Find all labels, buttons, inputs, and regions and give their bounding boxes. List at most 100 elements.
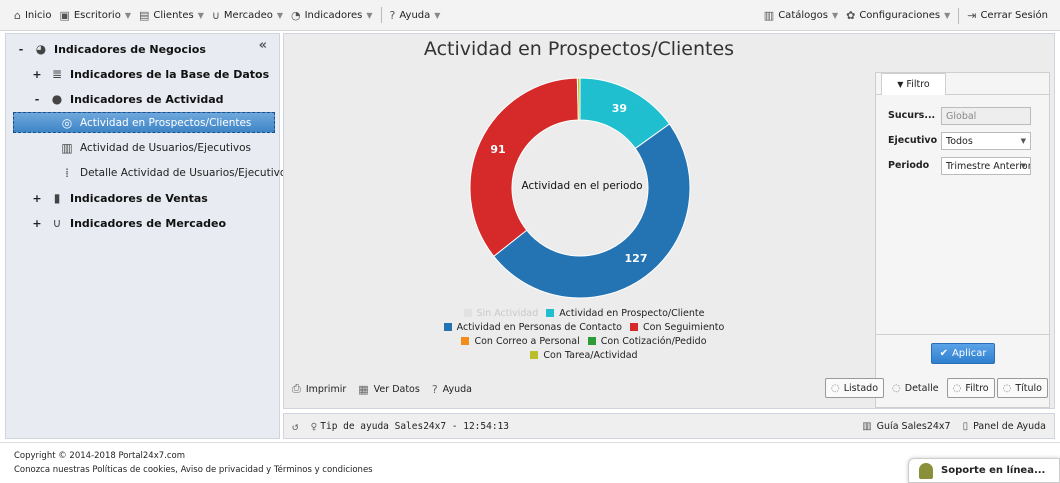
nav-cerrar-sesion[interactable]: ⇥ Cerrar Sesión (963, 0, 1052, 31)
collapse-toggle[interactable]: - (18, 42, 24, 56)
footer-policy-links[interactable]: Conozca nuestras Políticas de cookies, A… (14, 465, 373, 475)
help-label: Ayuda (442, 383, 473, 395)
filter-icon: ▼ (897, 80, 904, 89)
legend-label: Actividad en Prospecto/Cliente (559, 307, 705, 319)
print-button[interactable]: ⎙ Imprimir (292, 382, 346, 396)
ejecutivo-select[interactable]: Todos ▼ (941, 132, 1031, 150)
support-label: Soporte en línea... (941, 465, 1046, 476)
periodo-select[interactable]: Trimestre Anterior ▼ (941, 157, 1031, 175)
view-data-label: Ver Datos (373, 383, 420, 395)
tab-divider (876, 94, 1049, 95)
legend-item-1[interactable]: Actividad en Prospecto/Cliente (546, 308, 704, 319)
legend-item-4[interactable]: Con Correo a Personal (461, 335, 580, 347)
legend-swatch (546, 309, 555, 317)
guia-label: Guía Sales24x7 (876, 420, 951, 432)
tree-item-actividad-label: Indicadores de Actividad (70, 92, 224, 106)
eye-slash-icon: ◌ (952, 382, 962, 394)
panel-ayuda-link[interactable]: ▯ Panel de Ayuda (963, 421, 1046, 432)
tree-item-actividad-usuarios[interactable]: ▥ Actividad de Usuarios/Ejecutivos (60, 137, 251, 159)
nav-escritorio[interactable]: ▣ Escritorio ▼ (55, 0, 135, 31)
help-icon: ? (389, 8, 396, 22)
tree-item-actividad-prospectos[interactable]: ◎ Actividad en Prospectos/Clientes (13, 112, 275, 133)
donut-slice-6[interactable] (576, 77, 581, 121)
tree-item-base-datos[interactable]: + ≣ Indicadores de la Base de Datos (32, 63, 269, 85)
donut-slice-2[interactable] (493, 123, 691, 299)
legend-label: Con Correo a Personal (474, 335, 580, 347)
help-button[interactable]: ? Ayuda (432, 383, 472, 396)
legend-item-3[interactable]: Con Seguimiento (630, 322, 724, 333)
legend-item-0[interactable]: Sin Actividad (463, 308, 538, 319)
detalle-label: Detalle (904, 382, 939, 394)
lifebuoy-icon: ◎ (61, 115, 73, 130)
clients-icon: ▤ (138, 8, 150, 22)
chevron-down-icon: ▼ (944, 11, 951, 20)
slice-value-label-2: 127 (624, 252, 648, 266)
live-support-button[interactable]: Soporte en línea... (908, 458, 1060, 483)
nav-clientes[interactable]: ▤ Clientes ▼ (135, 0, 208, 31)
tree-item-base-datos-label: Indicadores de la Base de Datos (70, 67, 270, 81)
chevron-down-icon: ▼ (366, 10, 373, 20)
tree-item-actividad-usuarios-label: Actividad de Usuarios/Ejecutivos (80, 142, 251, 154)
help-tip-text: Tip de ayuda Sales24x7 - 12:54:13 (320, 420, 509, 432)
logout-icon: ⇥ (967, 9, 977, 22)
apply-button[interactable]: ✔ Aplicar (931, 343, 995, 364)
legend-item-2[interactable]: Actividad en Personas de Contacto (443, 321, 622, 333)
lightbulb-icon: ♀ (310, 419, 318, 433)
nav-ayuda-label: Ayuda (399, 9, 431, 21)
view-data-button[interactable]: ▦ Ver Datos (358, 383, 420, 396)
apply-button-label: Aplicar (951, 348, 987, 359)
listado-button[interactable]: ◌ Listado (825, 378, 885, 398)
print-label: Imprimir (305, 383, 347, 395)
nav-mercadeo-label: Mercadeo (223, 9, 273, 21)
periodo-value: Trimestre Anterior (946, 160, 1031, 172)
tree-item-ventas[interactable]: + ▮ Indicadores de Ventas (32, 187, 207, 209)
expand-toggle[interactable]: + (32, 191, 42, 205)
filtro-button[interactable]: ◌ Filtro (946, 378, 995, 398)
chevron-down-icon: ▼ (197, 10, 204, 20)
footer: Copyright © 2014-2018 Portal24x7.com Con… (0, 442, 1060, 483)
sidebar-tree: « - ◕ Indicadores de Negocios + ≣ Indica… (5, 33, 292, 439)
expand-toggle[interactable]: + (32, 67, 42, 81)
nav-ayuda[interactable]: ? Ayuda ▼ (386, 0, 445, 31)
chevron-down-icon: ▼ (831, 11, 839, 20)
legend-swatch (530, 351, 539, 359)
legend-label: Con Tarea/Actividad (543, 349, 638, 361)
titulo-label: Título (1015, 382, 1042, 394)
legend-item-5[interactable]: Con Cotización/Pedido (587, 336, 707, 347)
donut-slice-3[interactable] (469, 77, 579, 257)
tree-item-detalle-actividad-label: Detalle Actividad de Usuarios/Ejecutivos (80, 167, 292, 179)
tree-item-actividad[interactable]: - ● Indicadores de Actividad (32, 88, 224, 110)
copyright-text: Copyright © 2014-2018 Portal24x7.com (14, 451, 186, 461)
collapse-sidebar-icon[interactable]: « (258, 38, 267, 53)
main-panel: Actividad en Prospectos/Clientes Activid… (283, 33, 1055, 409)
dotted-list-icon: ⁞ (65, 166, 69, 180)
nav-configuraciones-label: Configuraciones (859, 10, 941, 21)
titulo-button[interactable]: ◌ Título (996, 378, 1048, 398)
legend-row: Sin Actividad Actividad en Prospecto/Clie… (424, 306, 744, 320)
nav-indicadores[interactable]: ◔ Indicadores ▼ (287, 0, 377, 31)
user-icon: ● (51, 92, 63, 106)
legend-label: Actividad en Personas de Contacto (456, 321, 622, 333)
detalle-button[interactable]: ◌ Detalle (886, 378, 945, 398)
nav-configuraciones[interactable]: ✿ Configuraciones ▼ (842, 0, 954, 31)
nav-inicio[interactable]: ⌂ Inicio (10, 0, 55, 31)
legend-swatch (587, 337, 596, 345)
home-icon: ⌂ (14, 8, 21, 22)
history-icon[interactable]: ↺ (292, 419, 299, 433)
collapse-toggle[interactable]: - (34, 92, 40, 106)
nav-mercadeo[interactable]: ∪ Mercadeo ▼ (208, 0, 287, 31)
legend-item-6[interactable]: Con Tarea/Actividad (530, 349, 638, 361)
expand-toggle[interactable]: + (32, 216, 42, 230)
tree-item-root[interactable]: - ◕ Indicadores de Negocios (16, 38, 206, 60)
nav-catalogos[interactable]: ▥ Catálogos ▼ (760, 0, 842, 31)
legend-swatch (630, 323, 638, 331)
tab-filtro-label: Filtro (906, 79, 930, 90)
tree-item-mercadeo[interactable]: + ∪ Indicadores de Mercadeo (32, 212, 226, 234)
help-icon: ? (431, 382, 438, 396)
guia-link[interactable]: ▥ Guía Sales24x7 (862, 421, 950, 432)
tree-item-detalle-actividad[interactable]: ⁞ Detalle Actividad de Usuarios/Ejecutiv… (60, 162, 292, 184)
tab-filtro[interactable]: ▼ Filtro (881, 73, 946, 95)
check-icon: ✔ (939, 348, 948, 359)
slice-value-label-1: 39 (611, 101, 627, 115)
magnet-icon: ∪ (211, 8, 220, 22)
